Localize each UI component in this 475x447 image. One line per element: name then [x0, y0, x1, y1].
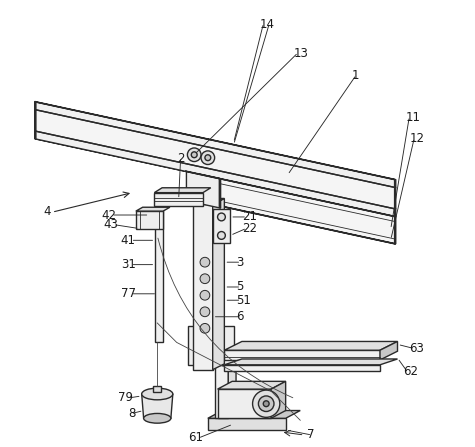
- Circle shape: [200, 257, 210, 267]
- Text: 13: 13: [294, 47, 308, 60]
- Text: 8: 8: [128, 407, 136, 420]
- Circle shape: [258, 396, 274, 412]
- Polygon shape: [395, 208, 396, 217]
- Text: 1: 1: [352, 69, 359, 82]
- Polygon shape: [155, 206, 163, 342]
- Polygon shape: [193, 204, 213, 370]
- Polygon shape: [218, 381, 285, 389]
- Text: 12: 12: [410, 132, 425, 145]
- Polygon shape: [271, 381, 285, 418]
- Circle shape: [253, 390, 280, 417]
- Circle shape: [201, 151, 215, 164]
- Polygon shape: [213, 209, 230, 243]
- Polygon shape: [208, 418, 285, 430]
- Polygon shape: [201, 175, 396, 244]
- Polygon shape: [224, 342, 398, 350]
- Polygon shape: [36, 110, 396, 209]
- Ellipse shape: [142, 388, 173, 400]
- Text: 11: 11: [405, 111, 420, 124]
- Polygon shape: [154, 193, 203, 206]
- Polygon shape: [218, 389, 271, 418]
- Text: 31: 31: [121, 258, 136, 271]
- Polygon shape: [224, 359, 398, 365]
- Text: 2: 2: [177, 152, 184, 165]
- Text: 3: 3: [236, 256, 243, 269]
- Polygon shape: [395, 216, 396, 244]
- Polygon shape: [35, 139, 396, 217]
- Circle shape: [263, 401, 269, 407]
- Text: 22: 22: [242, 222, 257, 235]
- Circle shape: [188, 148, 201, 161]
- Text: 79: 79: [118, 392, 133, 405]
- Polygon shape: [153, 386, 161, 392]
- Circle shape: [205, 155, 211, 160]
- Text: 77: 77: [121, 287, 136, 300]
- Polygon shape: [35, 101, 396, 180]
- Polygon shape: [215, 365, 228, 418]
- Text: 21: 21: [242, 211, 257, 224]
- Polygon shape: [136, 207, 170, 211]
- Polygon shape: [193, 198, 224, 204]
- Polygon shape: [36, 102, 396, 188]
- Text: 61: 61: [188, 431, 203, 444]
- Polygon shape: [228, 361, 236, 418]
- Polygon shape: [219, 178, 220, 208]
- Polygon shape: [35, 131, 36, 139]
- Text: 5: 5: [236, 280, 243, 294]
- Circle shape: [200, 307, 210, 316]
- Circle shape: [200, 324, 210, 333]
- Text: 63: 63: [409, 342, 424, 355]
- Polygon shape: [224, 365, 380, 371]
- Text: 41: 41: [121, 234, 136, 247]
- Polygon shape: [136, 211, 163, 228]
- Text: 6: 6: [236, 310, 244, 323]
- Text: 62: 62: [403, 365, 418, 378]
- Circle shape: [218, 232, 225, 239]
- Polygon shape: [224, 350, 380, 360]
- Polygon shape: [189, 326, 234, 365]
- Text: 43: 43: [104, 218, 118, 231]
- Polygon shape: [395, 187, 396, 209]
- Polygon shape: [36, 131, 396, 217]
- Circle shape: [218, 213, 225, 221]
- Polygon shape: [395, 179, 396, 188]
- Text: 7: 7: [307, 428, 314, 441]
- Circle shape: [200, 274, 210, 283]
- Polygon shape: [35, 101, 36, 110]
- Polygon shape: [200, 174, 396, 217]
- Polygon shape: [200, 202, 396, 244]
- Text: 51: 51: [236, 294, 251, 307]
- Circle shape: [200, 291, 210, 300]
- Polygon shape: [213, 198, 224, 370]
- Text: 42: 42: [101, 208, 116, 222]
- Polygon shape: [142, 394, 173, 418]
- Text: 14: 14: [259, 18, 275, 31]
- Ellipse shape: [143, 413, 171, 423]
- Text: 4: 4: [43, 206, 51, 219]
- Polygon shape: [35, 109, 36, 131]
- Polygon shape: [185, 171, 220, 179]
- Polygon shape: [186, 172, 220, 208]
- Polygon shape: [154, 188, 211, 193]
- Circle shape: [191, 152, 197, 158]
- Polygon shape: [208, 410, 300, 418]
- Polygon shape: [380, 342, 398, 360]
